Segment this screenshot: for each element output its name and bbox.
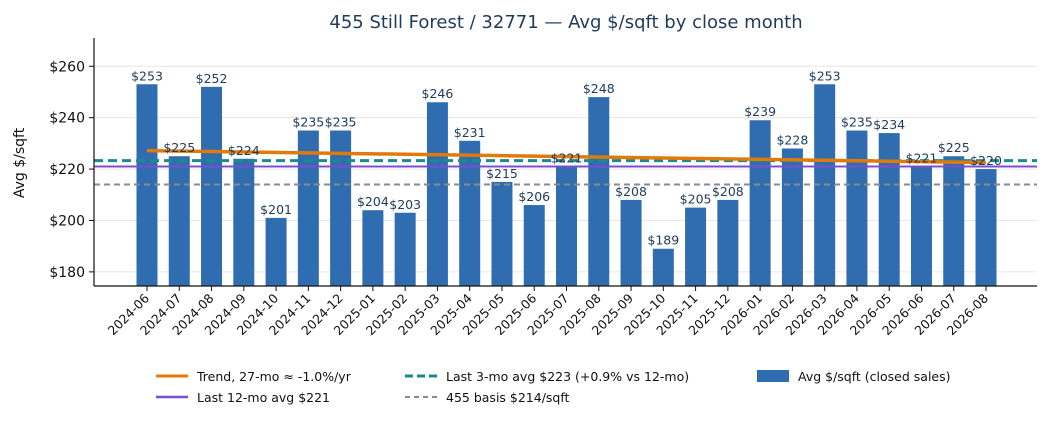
bar xyxy=(233,158,255,286)
bar xyxy=(426,102,448,286)
data-labels: $253$225$252$224$201$235 $235$204 $203$246… xyxy=(131,68,1002,247)
data-label: $201 xyxy=(260,202,292,217)
legend-label-basis: 455 basis $214/sqft xyxy=(446,390,570,405)
y-tick-label: $240 xyxy=(49,111,85,127)
bar xyxy=(717,199,739,286)
data-label: $204 xyxy=(357,194,389,209)
y-tick-label: $200 xyxy=(49,213,85,229)
data-label: $246 xyxy=(422,86,454,101)
bar xyxy=(781,148,803,286)
bar xyxy=(975,169,997,286)
data-label: $239 xyxy=(744,104,776,119)
bar xyxy=(168,156,190,286)
y-tick-label: $260 xyxy=(49,59,85,75)
legend: Trend, 27-mo ≈ -1.0%/yr Last 12-mo avg $… xyxy=(156,369,951,405)
data-label: $189 xyxy=(647,233,679,248)
y-axis-label: Avg $/sqft xyxy=(12,127,28,198)
data-label: $206 xyxy=(518,189,550,204)
y-tick-label: $220 xyxy=(49,162,85,178)
legend-swatch-bars xyxy=(757,370,789,382)
bar xyxy=(201,86,223,287)
bar xyxy=(330,130,352,286)
bar xyxy=(588,97,610,286)
data-label: $205 xyxy=(680,192,712,207)
legend-label-3mo: Last 3-mo avg $223 (+0.9% vs 12-mo) xyxy=(446,369,689,384)
data-label: $225 xyxy=(938,140,970,155)
bar xyxy=(749,120,771,286)
data-label: $220 xyxy=(970,153,1002,168)
data-label: $228 xyxy=(776,133,808,148)
data-label: $221 xyxy=(551,150,583,165)
data-label: $248 xyxy=(583,81,615,96)
data-label: $235 xyxy=(841,115,873,130)
data-label: $221 xyxy=(906,150,938,165)
bar xyxy=(491,181,513,286)
data-label: $203 xyxy=(389,197,421,212)
bar xyxy=(556,166,578,286)
data-label: $208 xyxy=(712,184,744,199)
legend-label-bars: Avg $/sqft (closed sales) xyxy=(798,369,951,384)
bar xyxy=(846,130,868,286)
bar xyxy=(362,210,384,286)
y-tick-label: $180 xyxy=(49,265,85,281)
data-label: $235 xyxy=(292,115,324,130)
reference-lines xyxy=(94,148,1037,186)
data-label: $215 xyxy=(486,166,518,181)
bar xyxy=(394,212,416,286)
bar xyxy=(685,207,707,286)
data-label: $225 xyxy=(163,140,195,155)
bar xyxy=(265,217,287,286)
data-label: $208 xyxy=(615,184,647,199)
bar xyxy=(943,156,965,286)
data-label: $252 xyxy=(196,71,228,86)
bar xyxy=(620,199,642,286)
legend-label-12mo: Last 12-mo avg $221 xyxy=(197,390,330,405)
legend-label-trend: Trend, 27-mo ≈ -1.0%/yr xyxy=(196,369,352,384)
data-label: $231 xyxy=(454,125,486,140)
bar xyxy=(297,130,319,286)
trend-line xyxy=(146,148,987,165)
bar xyxy=(652,248,674,286)
bar xyxy=(910,166,932,286)
data-label: $234 xyxy=(873,117,905,132)
data-label: $253 xyxy=(131,68,163,83)
bar xyxy=(878,133,900,286)
bar xyxy=(523,205,545,286)
data-label: $224 xyxy=(228,143,260,158)
data-label: $235 xyxy=(325,115,357,130)
bar xyxy=(459,140,481,286)
chart-title: 455 Still Forest / 32771 — Avg $/sqft by… xyxy=(329,12,802,33)
data-label: $253 xyxy=(809,68,841,83)
